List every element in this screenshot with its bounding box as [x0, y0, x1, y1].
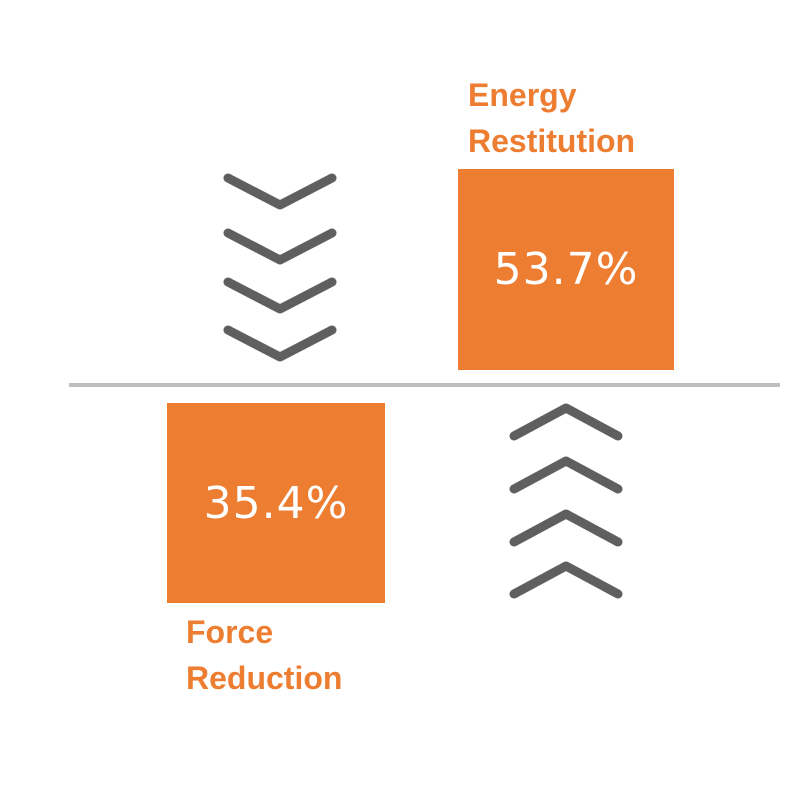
energy-restitution-label: Energy Restitution: [468, 72, 635, 164]
energy-restitution-value: 53.7%: [493, 244, 639, 295]
energy-restitution-box: 53.7%: [458, 169, 674, 370]
energy-restitution-label-line2: Restitution: [468, 123, 636, 159]
chevron-up-icon: [509, 509, 623, 547]
energy-restitution-label-line1: Energy: [468, 77, 577, 113]
force-reduction-box: 35.4%: [167, 403, 385, 603]
chevron-down-icon: [223, 325, 337, 362]
chevron-down-icon: [223, 173, 337, 210]
chevron-down-icon: [223, 228, 337, 265]
force-reduction-value: 35.4%: [203, 477, 349, 529]
chevron-up-icon: [509, 561, 623, 599]
up-chevrons-icon: [509, 403, 623, 599]
force-reduction-label: Force Reduction: [186, 609, 342, 701]
down-chevrons-icon: [223, 173, 337, 362]
chevron-up-icon: [509, 456, 623, 494]
divider-line: [69, 383, 780, 387]
force-reduction-label-line2: Reduction: [186, 660, 343, 696]
chevron-down-icon: [223, 277, 337, 314]
force-reduction-label-line1: Force: [186, 614, 274, 650]
chevron-up-icon: [509, 403, 623, 441]
